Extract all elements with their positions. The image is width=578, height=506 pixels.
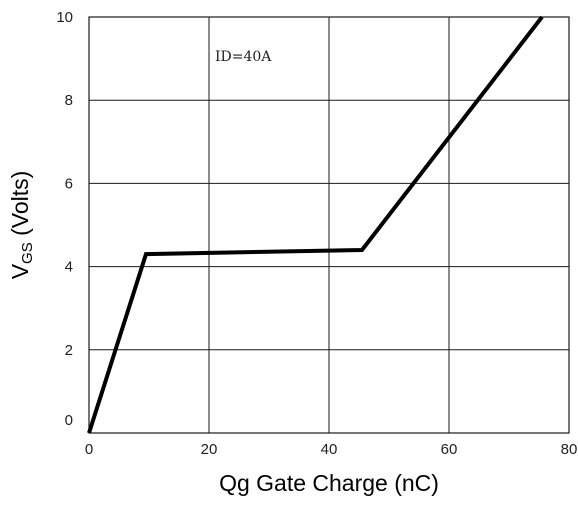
x-axis-title: Qg Gate Charge (nC) bbox=[219, 470, 439, 496]
y-tick-label: 8 bbox=[65, 92, 73, 109]
x-tick-label: 80 bbox=[561, 441, 578, 458]
x-tick-label: 0 bbox=[85, 441, 93, 458]
series-layer bbox=[87, 15, 544, 434]
y-axis-title-main: V bbox=[7, 263, 33, 279]
plot-frame bbox=[88, 16, 570, 434]
y-tick-label: 10 bbox=[56, 9, 73, 26]
annotation-current: ID=40A bbox=[215, 49, 272, 65]
y-tick-label: 2 bbox=[65, 342, 73, 359]
grid-layer bbox=[89, 17, 569, 433]
y-tick-label: 6 bbox=[65, 175, 73, 192]
y-axis-title-rest: (Volts) bbox=[7, 171, 33, 243]
x-tick-label: 40 bbox=[321, 441, 338, 458]
x-tick-labels: 0 20 40 60 80 bbox=[85, 441, 578, 458]
x-tick-label: 20 bbox=[201, 441, 218, 458]
y-axis-title-subscript: GS bbox=[19, 242, 36, 264]
y-tick-labels: 0 2 4 6 8 10 bbox=[56, 9, 73, 429]
y-axis-title: VGS (Volts) bbox=[7, 171, 36, 280]
series-line bbox=[87, 15, 544, 434]
y-tick-label: 4 bbox=[65, 259, 73, 276]
x-tick-label: 60 bbox=[441, 441, 458, 458]
y-tick-label: 0 bbox=[65, 412, 73, 429]
